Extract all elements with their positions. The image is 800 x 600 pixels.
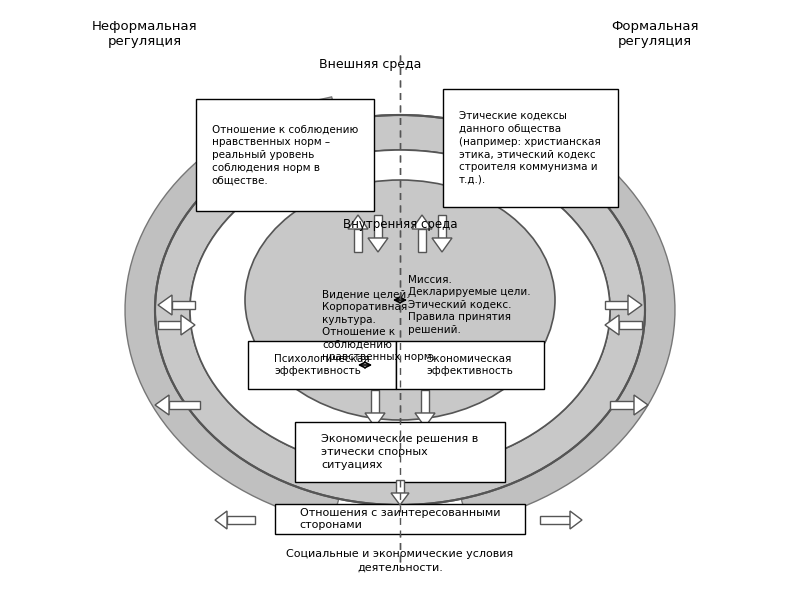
Polygon shape [634, 395, 648, 415]
Polygon shape [374, 215, 382, 238]
Polygon shape [227, 516, 255, 524]
Ellipse shape [190, 150, 610, 470]
Polygon shape [396, 480, 404, 493]
Polygon shape [155, 395, 169, 415]
Polygon shape [391, 493, 409, 505]
Polygon shape [169, 401, 200, 409]
Polygon shape [158, 321, 181, 329]
Text: Миссия.
Декларируемые цели.
Этический кодекс.
Правила принятия
решений.: Миссия. Декларируемые цели. Этический ко… [408, 275, 530, 335]
Text: Экономические решения в
этически спорных
ситуациях: Экономические решения в этически спорных… [322, 434, 478, 470]
Polygon shape [421, 390, 429, 413]
Polygon shape [354, 229, 362, 252]
Text: Этические кодексы
данного общества
(например: христианская
этика, этический коде: Этические кодексы данного общества (напр… [459, 111, 601, 185]
Polygon shape [432, 238, 452, 252]
FancyBboxPatch shape [295, 422, 505, 482]
Ellipse shape [155, 115, 645, 505]
Text: Экономическая
эффективность: Экономическая эффективность [426, 353, 514, 376]
Ellipse shape [245, 180, 555, 420]
Polygon shape [460, 97, 675, 523]
Text: Психологическая
эффективность: Психологическая эффективность [274, 353, 370, 376]
Polygon shape [628, 295, 642, 315]
Polygon shape [172, 301, 195, 309]
Polygon shape [181, 315, 195, 335]
Polygon shape [125, 97, 340, 523]
Text: Видение целей.
Корпоративная
культура.
Отношение к
соблюдению
нравственных норм.: Видение целей. Корпоративная культура. О… [322, 290, 435, 362]
Polygon shape [540, 516, 570, 524]
FancyBboxPatch shape [442, 89, 618, 207]
Text: Отношения с заинтересованными
сторонами: Отношения с заинтересованными сторонами [300, 508, 500, 530]
Polygon shape [365, 413, 385, 427]
Text: Формальная
регуляция: Формальная регуляция [611, 20, 698, 48]
Text: Отношение к соблюдению
нравственных норм –
реальный уровень
соблюдения норм в
об: Отношение к соблюдению нравственных норм… [212, 124, 358, 185]
Ellipse shape [245, 180, 555, 420]
Polygon shape [610, 401, 634, 409]
Polygon shape [215, 511, 227, 529]
Polygon shape [619, 321, 642, 329]
Polygon shape [158, 295, 172, 315]
Polygon shape [605, 315, 619, 335]
Text: Неформальная
регуляция: Неформальная регуляция [92, 20, 198, 48]
Polygon shape [570, 511, 582, 529]
Polygon shape [371, 390, 379, 413]
Text: Социальные и экономические условия
деятельности.: Социальные и экономические условия деяте… [286, 549, 514, 572]
FancyBboxPatch shape [196, 99, 374, 211]
Polygon shape [438, 215, 446, 238]
Polygon shape [348, 215, 368, 229]
FancyBboxPatch shape [275, 504, 525, 534]
FancyBboxPatch shape [248, 341, 396, 389]
Ellipse shape [190, 150, 610, 470]
FancyBboxPatch shape [396, 341, 544, 389]
Polygon shape [412, 215, 432, 229]
Text: Внутренняя среда: Внутренняя среда [342, 218, 458, 231]
Polygon shape [368, 238, 388, 252]
Text: Внешняя среда: Внешняя среда [319, 58, 421, 71]
Polygon shape [418, 229, 426, 252]
Polygon shape [415, 413, 435, 427]
Polygon shape [605, 301, 628, 309]
